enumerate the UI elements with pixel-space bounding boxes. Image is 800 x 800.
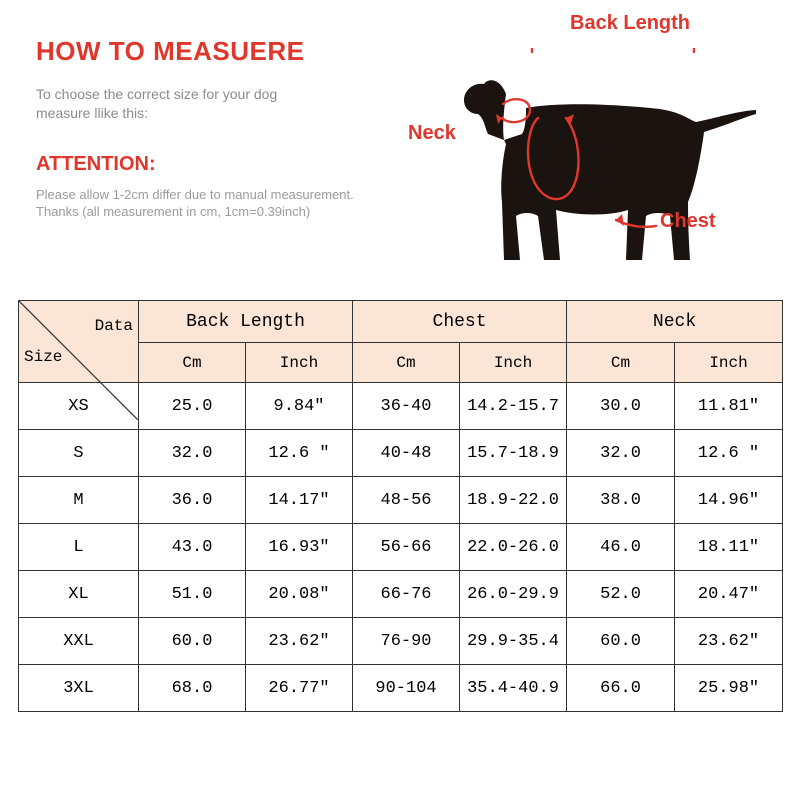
header-block: HOW TO MEASUERE To choose the correct si… — [36, 36, 396, 221]
col-neck-inch: Inch — [675, 343, 783, 383]
neck-in-cell: 14.96″ — [675, 477, 783, 524]
back-in-cell: 9.84″ — [246, 383, 353, 430]
neck-cm-cell: 46.0 — [567, 524, 675, 571]
col-back-inch: Inch — [246, 343, 353, 383]
chest-in-cell: 22.0-26.0 — [460, 524, 567, 571]
attention-label: ATTENTION: — [36, 153, 396, 176]
chest-cm-cell: 90-104 — [353, 665, 460, 712]
size-cell: XL — [19, 571, 139, 618]
attention-text: Please allow 1-2cm differ due to manual … — [36, 186, 396, 221]
size-cell: XXL — [19, 618, 139, 665]
dog-silhouette-icon — [460, 48, 760, 278]
size-table-body: XS25.09.84″36-4014.2-15.730.011.81″S32.0… — [19, 383, 783, 712]
size-cell: S — [19, 430, 139, 477]
neck-cm-cell: 32.0 — [567, 430, 675, 477]
neck-in-cell: 12.6 ″ — [675, 430, 783, 477]
chest-in-cell: 26.0-29.9 — [460, 571, 567, 618]
neck-cm-cell: 52.0 — [567, 571, 675, 618]
table-row: L43.016.93″56-6622.0-26.046.018.11″ — [19, 524, 783, 571]
neck-in-cell: 18.11″ — [675, 524, 783, 571]
size-guide-page: HOW TO MEASUERE To choose the correct si… — [0, 0, 800, 800]
page-title: HOW TO MEASUERE — [36, 36, 396, 67]
col-group-back-length: Back Length — [139, 301, 353, 343]
back-in-cell: 14.17″ — [246, 477, 353, 524]
table-row: S32.012.6 ″40-4815.7-18.932.012.6 ″ — [19, 430, 783, 477]
size-table-head: Size Data Back Length Chest Neck Cm Inch… — [19, 301, 783, 383]
chest-in-cell: 18.9-22.0 — [460, 477, 567, 524]
chest-cm-cell: 40-48 — [353, 430, 460, 477]
chest-cm-cell: 56-66 — [353, 524, 460, 571]
corner-cell: Size Data — [19, 301, 139, 383]
corner-data-label: Data — [95, 317, 133, 335]
neck-cm-cell: 60.0 — [567, 618, 675, 665]
back-in-cell: 12.6 ″ — [246, 430, 353, 477]
back-in-cell: 26.77″ — [246, 665, 353, 712]
neck-cm-cell: 66.0 — [567, 665, 675, 712]
chest-cm-cell: 48-56 — [353, 477, 460, 524]
neck-in-cell: 23.62″ — [675, 618, 783, 665]
back-cm-cell: 51.0 — [139, 571, 246, 618]
col-group-neck: Neck — [567, 301, 783, 343]
table-row: XL51.020.08″66-7626.0-29.952.020.47″ — [19, 571, 783, 618]
neck-in-cell: 11.81″ — [675, 383, 783, 430]
col-neck-cm: Cm — [567, 343, 675, 383]
measure-instruction: To choose the correct size for your dog … — [36, 85, 396, 123]
neck-in-cell: 25.98″ — [675, 665, 783, 712]
chest-in-cell: 35.4-40.9 — [460, 665, 567, 712]
col-chest-inch: Inch — [460, 343, 567, 383]
size-table: Size Data Back Length Chest Neck Cm Inch… — [18, 300, 783, 712]
back-cm-cell: 43.0 — [139, 524, 246, 571]
neck-cm-cell: 30.0 — [567, 383, 675, 430]
callout-neck: Neck — [408, 122, 456, 145]
back-cm-cell: 36.0 — [139, 477, 246, 524]
table-header-row-groups: Size Data Back Length Chest Neck — [19, 301, 783, 343]
chest-in-cell: 29.9-35.4 — [460, 618, 567, 665]
size-cell: 3XL — [19, 665, 139, 712]
chest-cm-cell: 36-40 — [353, 383, 460, 430]
back-in-cell: 16.93″ — [246, 524, 353, 571]
size-cell: M — [19, 477, 139, 524]
back-in-cell: 20.08″ — [246, 571, 353, 618]
col-chest-cm: Cm — [353, 343, 460, 383]
back-cm-cell: 25.0 — [139, 383, 246, 430]
callout-chest: Chest — [660, 210, 716, 233]
back-cm-cell: 60.0 — [139, 618, 246, 665]
chest-cm-cell: 66-76 — [353, 571, 460, 618]
table-row: M36.014.17″48-5618.9-22.038.014.96″ — [19, 477, 783, 524]
chest-in-cell: 14.2-15.7 — [460, 383, 567, 430]
chest-in-cell: 15.7-18.9 — [460, 430, 567, 477]
back-in-cell: 23.62″ — [246, 618, 353, 665]
dog-diagram: Back Length Neck Chest — [380, 0, 800, 300]
back-cm-cell: 68.0 — [139, 665, 246, 712]
back-cm-cell: 32.0 — [139, 430, 246, 477]
chest-cm-cell: 76-90 — [353, 618, 460, 665]
neck-cm-cell: 38.0 — [567, 477, 675, 524]
size-cell: L — [19, 524, 139, 571]
col-group-chest: Chest — [353, 301, 567, 343]
col-back-cm: Cm — [139, 343, 246, 383]
neck-in-cell: 20.47″ — [675, 571, 783, 618]
corner-size-label: Size — [24, 348, 62, 366]
callout-back-length: Back Length — [570, 12, 690, 35]
table-row: XXL60.023.62″76-9029.9-35.460.023.62″ — [19, 618, 783, 665]
table-row: 3XL68.026.77″90-10435.4-40.966.025.98″ — [19, 665, 783, 712]
